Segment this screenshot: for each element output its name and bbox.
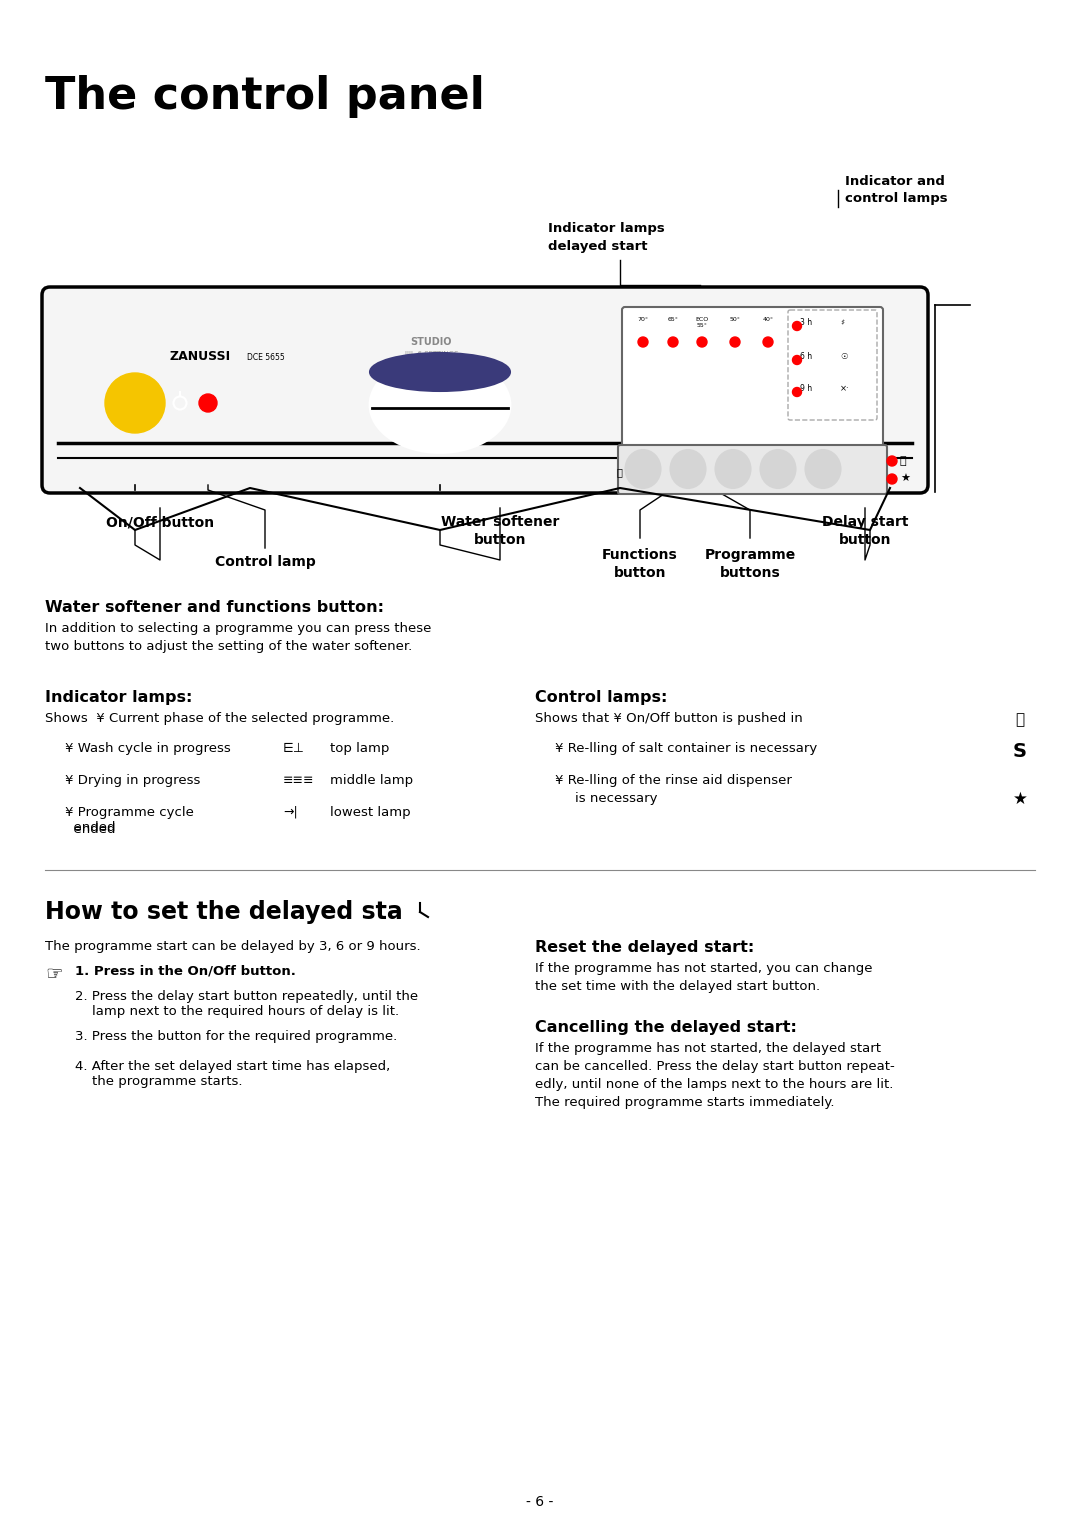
Text: delayed start: delayed start <box>548 240 648 254</box>
Text: ☞: ☞ <box>45 966 63 984</box>
Ellipse shape <box>370 358 510 452</box>
Ellipse shape <box>715 451 751 487</box>
Text: Indicator lamps: Indicator lamps <box>548 222 665 235</box>
Text: middle lamp: middle lamp <box>330 775 414 787</box>
Text: ¥ Re­lling of the rinse aid dispenser: ¥ Re­lling of the rinse aid dispenser <box>555 775 792 787</box>
Text: ♯: ♯ <box>840 318 843 327</box>
Text: 3. Press the button for the required programme.: 3. Press the button for the required pro… <box>75 1030 397 1044</box>
Text: 4. After the set delayed start time has elapsed,
    the programme starts.: 4. After the set delayed start time has … <box>75 1060 390 1088</box>
Circle shape <box>105 373 165 432</box>
Text: llll  6 SETTINGS: llll 6 SETTINGS <box>405 351 458 358</box>
Text: lowest lamp: lowest lamp <box>330 805 410 819</box>
Text: The programme start can be delayed by 3, 6 or 9 hours.: The programme start can be delayed by 3,… <box>45 940 420 953</box>
Text: ×·: ×· <box>840 384 850 393</box>
Circle shape <box>793 388 801 396</box>
Text: On/Off button: On/Off button <box>106 515 214 529</box>
Circle shape <box>404 895 436 927</box>
Text: Water softener and functions button:: Water softener and functions button: <box>45 601 384 614</box>
Text: 65°: 65° <box>667 316 678 322</box>
Text: 50°: 50° <box>730 316 741 322</box>
Circle shape <box>793 356 801 365</box>
Text: control lamps: control lamps <box>845 193 947 205</box>
Text: Functions: Functions <box>603 549 678 562</box>
Ellipse shape <box>671 451 705 487</box>
Circle shape <box>730 338 740 347</box>
FancyBboxPatch shape <box>622 307 883 448</box>
FancyBboxPatch shape <box>618 445 887 494</box>
Text: STUDIO: STUDIO <box>410 338 451 347</box>
Text: Control lamp: Control lamp <box>215 555 315 568</box>
Text: ended: ended <box>65 824 116 836</box>
Text: buttons: buttons <box>719 565 781 581</box>
Text: - 6 -: - 6 - <box>526 1494 554 1510</box>
Text: Water softener: Water softener <box>441 515 559 529</box>
Text: Cancelling the delayed start:: Cancelling the delayed start: <box>535 1021 797 1034</box>
Ellipse shape <box>760 451 796 487</box>
Text: S: S <box>1013 743 1027 761</box>
Text: Shows that ¥ On/Off button is pushed in: Shows that ¥ On/Off button is pushed in <box>535 712 802 724</box>
Text: button: button <box>613 565 666 581</box>
Ellipse shape <box>370 353 510 391</box>
Text: ⋿⊥: ⋿⊥ <box>283 743 305 755</box>
Text: ⏻: ⏻ <box>1015 712 1025 727</box>
Text: If the programme has not started, the delayed start
can be cancelled. Press the : If the programme has not started, the de… <box>535 1042 894 1109</box>
Ellipse shape <box>806 451 840 487</box>
Circle shape <box>793 321 801 330</box>
Text: Shows  ¥ Current phase of the selected programme.: Shows ¥ Current phase of the selected pr… <box>45 712 394 724</box>
Text: ¥ Drying in progress: ¥ Drying in progress <box>65 775 201 787</box>
Text: ¥ Wash cycle in progress: ¥ Wash cycle in progress <box>65 743 231 755</box>
Text: ECO
55°: ECO 55° <box>696 316 708 329</box>
Circle shape <box>697 338 707 347</box>
Text: ¥ Programme cycle
  ended: ¥ Programme cycle ended <box>65 805 194 834</box>
Text: In addition to selecting a programme you can press these
two buttons to adjust t: In addition to selecting a programme you… <box>45 622 431 652</box>
Text: How to set the delayed start: How to set the delayed start <box>45 900 426 924</box>
Text: ⌛: ⌛ <box>617 468 623 477</box>
Text: ≡≡≡: ≡≡≡ <box>283 775 314 787</box>
Text: If the programme has not started, you can change
the set time with the delayed s: If the programme has not started, you ca… <box>535 963 873 993</box>
Circle shape <box>762 338 773 347</box>
Text: Indicator lamps:: Indicator lamps: <box>45 691 192 704</box>
FancyBboxPatch shape <box>42 287 928 494</box>
Text: 1. Press in the On/Off button.: 1. Press in the On/Off button. <box>75 966 296 978</box>
Text: is necessary: is necessary <box>575 792 658 805</box>
Text: ¥ Re­lling of salt container is necessary: ¥ Re­lling of salt container is necessar… <box>555 743 818 755</box>
Text: top lamp: top lamp <box>330 743 390 755</box>
Text: 9 h: 9 h <box>800 384 812 393</box>
Text: 6 h: 6 h <box>800 351 812 361</box>
Text: →|: →| <box>283 805 298 819</box>
Text: 3 h: 3 h <box>800 318 812 327</box>
Circle shape <box>669 338 678 347</box>
Text: ⌒: ⌒ <box>900 455 906 466</box>
Text: 2. Press the delay start button repeatedly, until the
    lamp next to the requi: 2. Press the delay start button repeated… <box>75 990 418 1018</box>
Text: ★: ★ <box>1013 790 1027 808</box>
Text: Indicator and: Indicator and <box>845 176 945 188</box>
Text: 70°: 70° <box>637 316 648 322</box>
Circle shape <box>887 474 897 484</box>
Text: Delay start: Delay start <box>822 515 908 529</box>
Text: Control lamps:: Control lamps: <box>535 691 667 704</box>
Text: 40°: 40° <box>762 316 773 322</box>
Text: button: button <box>474 533 526 547</box>
Text: ZANUSSI: ZANUSSI <box>170 350 231 364</box>
Ellipse shape <box>625 451 661 487</box>
Text: Reset the delayed start:: Reset the delayed start: <box>535 940 754 955</box>
Circle shape <box>638 338 648 347</box>
Text: ★: ★ <box>900 474 910 484</box>
Text: Programme: Programme <box>704 549 796 562</box>
Circle shape <box>887 455 897 466</box>
Text: The control panel: The control panel <box>45 75 485 118</box>
Text: ☉: ☉ <box>840 351 848 361</box>
Text: button: button <box>839 533 891 547</box>
Text: DCE 5655: DCE 5655 <box>247 353 285 362</box>
Circle shape <box>199 394 217 413</box>
